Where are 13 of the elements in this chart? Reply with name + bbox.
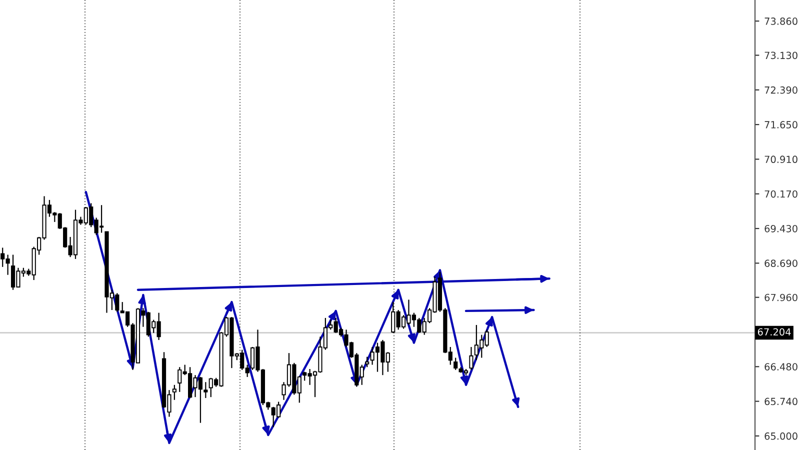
y-tick-label: 73.130: [764, 52, 798, 60]
ref-line-label: 67.204: [758, 328, 791, 336]
y-tick-label: 70.910: [764, 156, 798, 164]
y-tick-label: 67.960: [764, 294, 798, 302]
y-tick-label: 68.690: [764, 260, 798, 267]
y-tick-label: 65.000: [764, 432, 798, 440]
y-tick-label: 72.390: [764, 86, 798, 94]
y-tick-label: 66.480: [764, 363, 798, 370]
y-tick-label: 70.170: [764, 190, 798, 198]
y-tick-label: 71.650: [764, 121, 798, 128]
y-tick-label: 65.740: [764, 398, 798, 406]
y-tick-label: 69.430: [764, 224, 798, 232]
y-tick-label: 73.860: [764, 18, 798, 25]
